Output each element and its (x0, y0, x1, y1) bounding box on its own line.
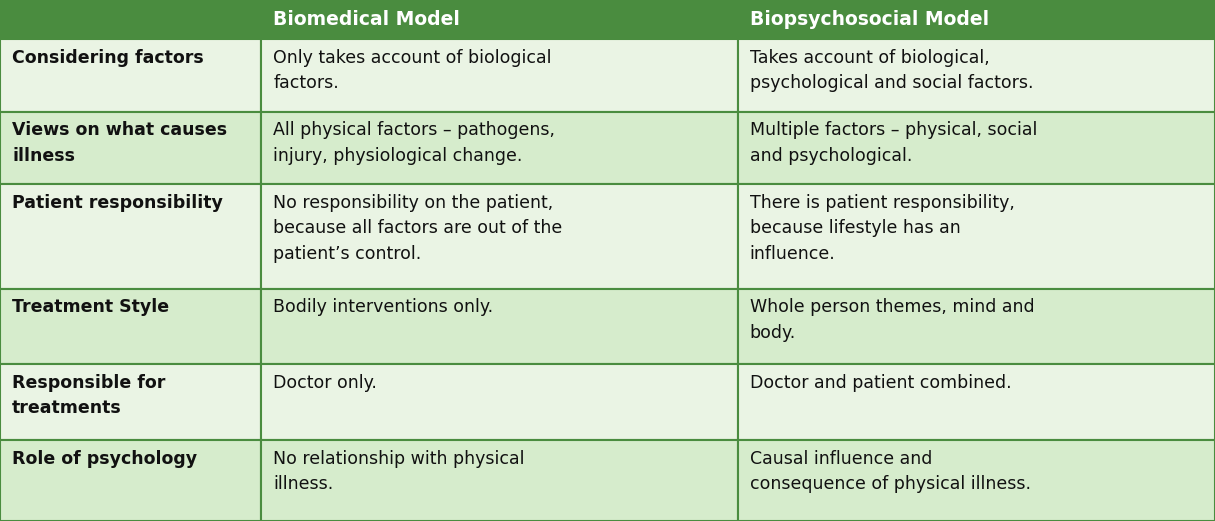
Text: Views on what causes
illness: Views on what causes illness (12, 121, 227, 165)
Text: Takes account of biological,
psychological and social factors.: Takes account of biological, psychologic… (750, 48, 1033, 92)
Bar (738, 364, 1215, 440)
Text: Doctor only.: Doctor only. (273, 374, 377, 392)
Text: All physical factors – pathogens,
injury, physiological change.: All physical factors – pathogens, injury… (273, 121, 555, 165)
Bar (0, 0, 261, 39)
Bar (261, 112, 738, 184)
Text: Role of psychology: Role of psychology (12, 450, 197, 467)
Text: Responsible for
treatments: Responsible for treatments (12, 374, 165, 417)
Bar (738, 0, 1215, 39)
Text: Treatment Style: Treatment Style (12, 298, 169, 316)
Bar (738, 112, 1215, 184)
Bar (738, 289, 1215, 364)
Bar (0, 440, 261, 521)
Bar (261, 440, 738, 521)
Bar (261, 39, 738, 112)
Text: Biomedical Model: Biomedical Model (273, 10, 460, 29)
Bar (0, 184, 261, 289)
Bar (0, 364, 261, 440)
Text: Causal influence and
consequence of physical illness.: Causal influence and consequence of phys… (750, 450, 1030, 493)
Text: Bodily interventions only.: Bodily interventions only. (273, 298, 493, 316)
Text: Considering factors: Considering factors (12, 48, 204, 67)
Bar (738, 184, 1215, 289)
Bar (738, 440, 1215, 521)
Bar (0, 289, 261, 364)
Text: There is patient responsibility,
because lifestyle has an
influence.: There is patient responsibility, because… (750, 194, 1015, 263)
Text: Only takes account of biological
factors.: Only takes account of biological factors… (273, 48, 552, 92)
Bar (0, 112, 261, 184)
Bar (261, 364, 738, 440)
Bar (738, 39, 1215, 112)
Text: Doctor and patient combined.: Doctor and patient combined. (750, 374, 1011, 392)
Text: No responsibility on the patient,
because all factors are out of the
patient’s c: No responsibility on the patient, becaus… (273, 194, 563, 263)
Bar (261, 0, 738, 39)
Bar (0, 39, 261, 112)
Text: No relationship with physical
illness.: No relationship with physical illness. (273, 450, 525, 493)
Bar (261, 289, 738, 364)
Text: Patient responsibility: Patient responsibility (12, 194, 224, 212)
Text: Biopsychosocial Model: Biopsychosocial Model (750, 10, 989, 29)
Bar (261, 184, 738, 289)
Text: Multiple factors – physical, social
and psychological.: Multiple factors – physical, social and … (750, 121, 1038, 165)
Text: Whole person themes, mind and
body.: Whole person themes, mind and body. (750, 298, 1034, 342)
